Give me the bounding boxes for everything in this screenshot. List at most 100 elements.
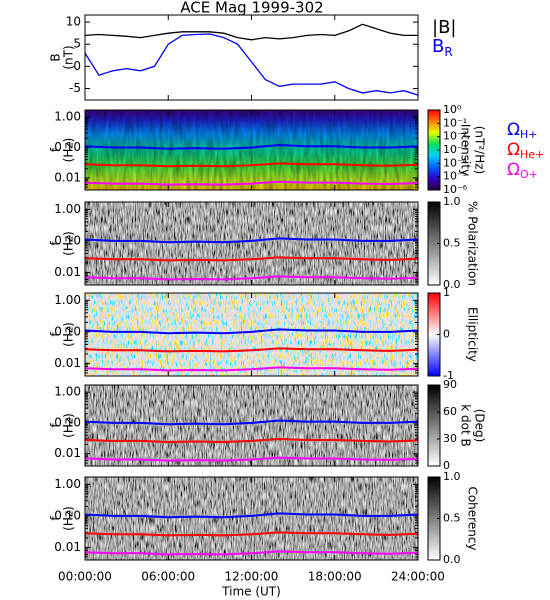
legend-symbol: Ω	[507, 140, 520, 160]
y-tick-label: 10	[66, 15, 81, 29]
x-tick-label: 24:00:00	[391, 570, 445, 584]
gyrofrequency-line	[84, 531, 419, 537]
colorbar-tick-label: 10⁻³	[443, 143, 467, 156]
y-tick-label: 0.01	[54, 540, 81, 554]
colorbar-label: (Deg)	[473, 409, 487, 443]
colorbar-label: k dot B	[459, 404, 473, 446]
plot-frame	[84, 476, 419, 561]
colorbar	[427, 384, 441, 467]
gyrofrequency-line	[84, 347, 419, 353]
colorbar-tick-label: 90	[443, 378, 457, 391]
colorbar-tick-label: 10⁻¹	[443, 116, 467, 129]
y-tick-label: 0.01	[54, 446, 81, 460]
y-axis-label: f	[49, 423, 63, 428]
gyrofrequency-line	[84, 456, 419, 462]
gyrofrequency-line	[84, 180, 419, 186]
legend-entry: BR	[432, 36, 453, 59]
legend-symbol: B	[432, 36, 444, 57]
gyrofrequency-line	[84, 256, 419, 262]
colorbar-tick-label: 0.0	[443, 278, 461, 291]
gyrofrequency-line	[84, 143, 419, 150]
y-tick-label: 0.01	[54, 170, 81, 184]
chart-title: ACE Mag 1999-302	[180, 0, 323, 17]
y-axis-label: (Hz)	[62, 138, 76, 163]
gyrofrequency-line	[84, 237, 419, 244]
x-tick-label: 06:00:00	[141, 570, 195, 584]
spectrogram	[85, 293, 418, 376]
colorbar-tick-label: -1	[443, 369, 454, 382]
data-line	[84, 23, 418, 41]
x-tick-label: 18:00:00	[308, 570, 362, 584]
y-tick-label: 1.00	[54, 477, 81, 491]
spectrogram	[85, 202, 418, 285]
y-tick-label: 0.10	[54, 415, 81, 429]
gyrofrequency-line	[84, 162, 419, 168]
plot-frame	[84, 109, 419, 191]
y-axis-label: f	[49, 332, 63, 337]
y-axis-label: (nT)	[62, 45, 76, 69]
colorbar-tick-label: 0.5	[443, 512, 461, 525]
legend-entry: ΩO+	[507, 160, 538, 181]
colorbar-tick-label: 10⁰	[443, 103, 462, 116]
x-tick-label: 12:00:00	[225, 570, 279, 584]
plot-frame	[84, 201, 419, 286]
gyrofrequency-line	[84, 550, 419, 556]
y-tick-label: 0.10	[54, 233, 81, 247]
y-tick-label: 0.10	[54, 508, 81, 522]
y-axis-label: f	[49, 241, 63, 246]
colorbar-tick-label: 60	[443, 405, 457, 418]
legend-subscript: H+	[520, 128, 538, 141]
y-axis-label: (Hz)	[62, 413, 76, 438]
spectrogram-texture	[85, 110, 418, 190]
y-axis-label: (Hz)	[62, 322, 76, 347]
y-tick-label: 0	[73, 59, 81, 73]
spectrogram	[85, 385, 418, 466]
legend-entry: ΩH+	[507, 120, 538, 141]
legend-entry: |B|	[432, 17, 456, 38]
y-tick-label: 5	[73, 37, 81, 51]
y-tick-label: 1.00	[54, 110, 81, 124]
gyrofrequency-line	[84, 366, 419, 372]
legend-symbol: |B|	[432, 17, 456, 38]
gyrofrequency-line	[84, 512, 419, 519]
data-line	[84, 33, 419, 96]
y-tick-label: 1.00	[54, 385, 81, 399]
colorbar-tick-label: 0	[443, 459, 450, 472]
gyrofrequency-line	[84, 328, 419, 335]
colorbar-label: Ellipticity	[466, 307, 480, 362]
y-tick-label: 1.00	[54, 202, 81, 216]
y-tick-label: 1.00	[54, 293, 81, 307]
plot-frame	[84, 384, 419, 467]
colorbar-tick-label: 1	[443, 286, 450, 299]
colorbar-tick-label: 10⁻⁴	[443, 156, 468, 169]
colorbar-tick-label: 10⁻⁵	[443, 170, 467, 183]
colorbar-tick-label: 10⁻⁶	[443, 183, 468, 196]
colorbar-tick-label: 30	[443, 432, 457, 445]
x-tick-label: 00:00:00	[58, 570, 112, 584]
colorbar-label: % Polarization	[466, 201, 480, 286]
legend-symbol: Ω	[507, 120, 520, 140]
y-axis-label: (Hz)	[62, 506, 76, 531]
legend-entry: ΩHe+	[507, 140, 544, 161]
y-tick-label: -5	[69, 81, 81, 95]
plot-frame	[84, 292, 419, 377]
colorbar-tick-label: 10⁻²	[443, 130, 467, 143]
legend-subscript: O+	[520, 168, 538, 181]
gyrofrequency-line	[84, 419, 419, 426]
colorbar-label: (nT²/Hz)	[473, 126, 487, 174]
colorbar-tick-label: 1.0	[443, 470, 461, 483]
colorbar-label: Intensity	[459, 124, 473, 176]
gyrofrequency-line	[84, 437, 419, 444]
y-tick-label: 0.10	[54, 324, 81, 338]
y-tick-label: 0.10	[54, 140, 81, 154]
y-axis-label: f	[49, 516, 63, 521]
y-tick-label: 0.01	[54, 356, 81, 370]
legend-subscript: He+	[520, 148, 544, 161]
y-tick-label: 0.01	[54, 265, 81, 279]
colorbar-tick-label: 0.0	[443, 553, 461, 566]
legend-subscript: R	[444, 45, 452, 59]
colorbar-tick-label: 0	[443, 328, 450, 341]
y-axis-label: (Hz)	[62, 231, 76, 256]
y-axis-label: f	[49, 147, 63, 152]
